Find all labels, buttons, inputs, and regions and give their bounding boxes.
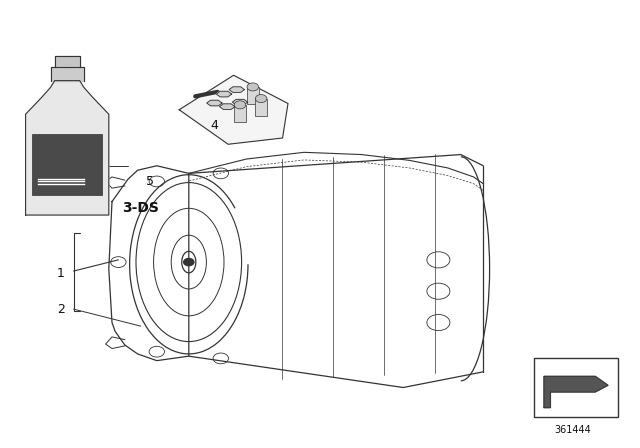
Polygon shape: [544, 376, 608, 408]
Polygon shape: [207, 100, 222, 106]
Polygon shape: [220, 104, 235, 109]
Circle shape: [184, 258, 194, 266]
Text: 3-DS: 3-DS: [122, 201, 159, 215]
Polygon shape: [26, 81, 109, 215]
Polygon shape: [179, 75, 288, 144]
Text: 361444: 361444: [554, 425, 591, 435]
Polygon shape: [216, 91, 232, 97]
Circle shape: [234, 101, 246, 109]
Polygon shape: [229, 87, 244, 92]
Text: 4: 4: [211, 119, 218, 132]
Text: 5: 5: [147, 175, 154, 188]
Bar: [32, 134, 102, 195]
Text: 2: 2: [57, 302, 65, 316]
Bar: [234, 105, 246, 122]
Bar: [247, 87, 259, 104]
Bar: [255, 99, 267, 116]
Circle shape: [255, 95, 267, 103]
Polygon shape: [51, 67, 84, 81]
Text: 1: 1: [57, 267, 65, 280]
Bar: [534, 358, 618, 417]
Polygon shape: [232, 99, 248, 105]
Circle shape: [247, 83, 259, 91]
Polygon shape: [55, 56, 80, 67]
